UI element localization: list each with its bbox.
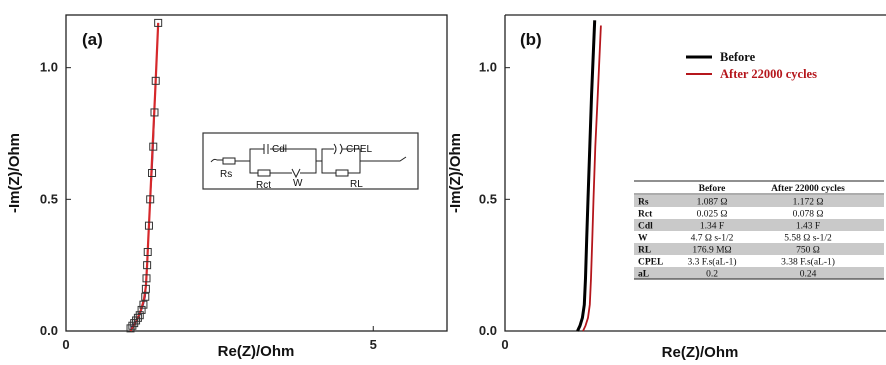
table-row-label: Rct xyxy=(638,210,653,220)
circuit-label-rs: Rs xyxy=(220,169,232,180)
y-tick-label-a: 1.0 xyxy=(40,60,58,75)
x-tick-label-b: 0 xyxy=(501,337,508,352)
table-row-label: Cdl xyxy=(638,222,653,232)
table-cell: 1.087 Ω xyxy=(697,198,728,208)
series-line-before xyxy=(576,20,597,332)
y-axis-label-a: -Im(Z)/Ohm xyxy=(6,133,23,213)
data-point xyxy=(143,261,152,270)
plot-frame-b xyxy=(504,14,886,332)
table-header: Before xyxy=(699,184,726,194)
table-row-shade xyxy=(634,219,884,231)
table-cell: 3.38 F.s(aL-1) xyxy=(781,257,835,268)
table-row-label: aL xyxy=(638,270,649,280)
data-point xyxy=(154,18,163,27)
table-header: After 22000 cycles xyxy=(771,184,845,194)
table-cell: 1.43 F xyxy=(796,222,820,232)
table-row-shade xyxy=(634,267,884,279)
panel-label-b: (b) xyxy=(520,30,542,49)
legend-label-after: After 22000 cycles xyxy=(720,67,817,81)
table-cell: 5.58 Ω s-1/2 xyxy=(784,234,832,244)
y-tick-label-a: 0.5 xyxy=(40,191,58,206)
y-axis-label-b: -Im(Z)/Ohm xyxy=(447,133,464,213)
data-point xyxy=(151,76,160,85)
parameter-table: Before After 22000 cycles Rs 1.087 Ω 1.172 Ω… xyxy=(634,180,884,280)
table-cell: 0.24 xyxy=(800,270,817,280)
data-point xyxy=(139,300,148,309)
table-cell: 0.2 xyxy=(706,270,718,280)
y-tick-label-b: 1.0 xyxy=(479,60,497,75)
table-cell: 4.7 Ω s-1/2 xyxy=(691,234,734,244)
data-point xyxy=(135,311,144,320)
circuit-label-rl: RL xyxy=(350,179,363,190)
table-cell: 176.9 MΩ xyxy=(692,246,731,256)
legend: Before After 22000 cycles xyxy=(686,50,817,81)
circuit-label-cpel: CPEL xyxy=(346,144,373,155)
x-axis-label-b: Re(Z)/Ohm xyxy=(662,344,739,361)
circuit-label-rct: Rct xyxy=(256,180,271,191)
legend-label-before: Before xyxy=(720,50,756,64)
table-row-label: Rs xyxy=(638,198,649,208)
plot-frame-a xyxy=(65,14,448,332)
circuit-label-cdl: Cdl xyxy=(272,144,287,155)
panel-a: (a) 0 5 0.0 0.5 1.0 Re(Z)/Ohm -Im(Z)/Ohm xyxy=(6,14,448,360)
data-point xyxy=(149,142,158,151)
table-cell: 0.025 Ω xyxy=(697,210,728,220)
circuit-inset: Rs Cdl Rct W CPEL RL xyxy=(202,132,419,191)
table-row-label: W xyxy=(638,234,648,244)
y-tick-label-b: 0.0 xyxy=(479,323,497,338)
data-point xyxy=(133,313,142,322)
y-tick-label-a: 0.0 xyxy=(40,323,58,338)
table-row-shade xyxy=(634,195,884,207)
data-point xyxy=(148,169,157,177)
y-tick-label-b: 0.5 xyxy=(479,191,497,206)
x-tick-label-a: 0 xyxy=(62,337,69,352)
data-point xyxy=(150,108,159,117)
panel-label-a: (a) xyxy=(82,30,103,49)
data-point xyxy=(143,248,152,256)
table-cell: 3.3 F.s(aL-1) xyxy=(687,257,736,268)
table-row-shade xyxy=(634,243,884,255)
x-tick-label-a: 5 xyxy=(370,337,377,352)
table-cell: 1.34 F xyxy=(700,222,724,232)
table-cell: 750 Ω xyxy=(796,246,820,256)
data-point xyxy=(141,284,150,293)
series-line-after xyxy=(582,25,602,332)
table-row-label: CPEL xyxy=(638,258,663,268)
table-row-label: RL xyxy=(638,246,651,256)
circuit-label-w: W xyxy=(293,178,303,189)
data-point xyxy=(146,195,155,204)
data-point xyxy=(137,305,146,314)
measured-line xyxy=(130,22,159,329)
data-point xyxy=(144,221,153,230)
panel-b: (b) 0 0.0 0.5 1.0 Re(Z)/Ohm -Im(Z)/Ohm Befo… xyxy=(447,14,886,361)
x-axis-label-a: Re(Z)/Ohm xyxy=(218,343,295,360)
data-point xyxy=(141,292,150,301)
table-cell: 1.172 Ω xyxy=(793,198,824,208)
table-cell: 0.078 Ω xyxy=(793,210,824,220)
data-point xyxy=(142,274,151,283)
